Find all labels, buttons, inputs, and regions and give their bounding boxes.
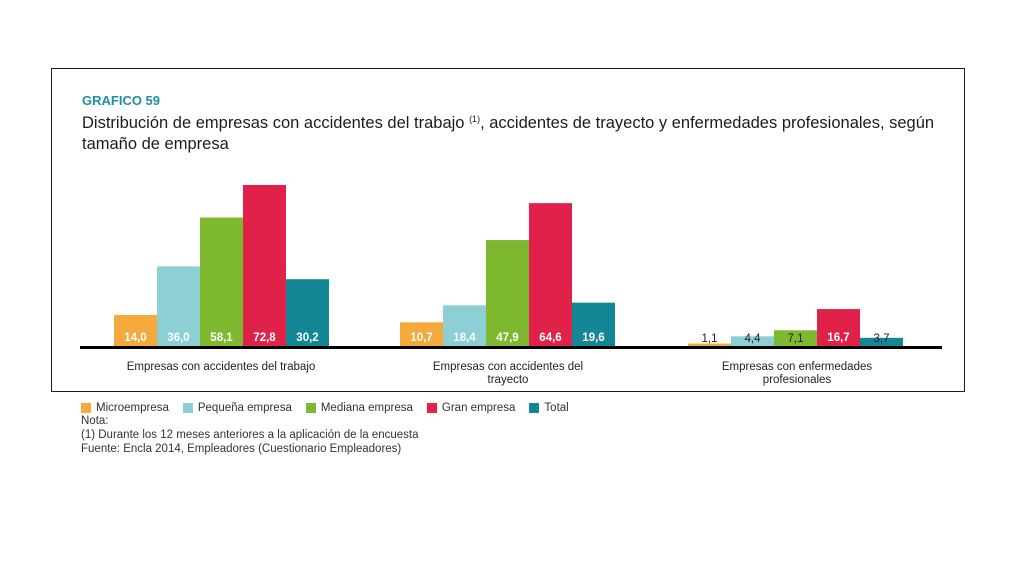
bar: [860, 337, 903, 346]
bar: [486, 240, 529, 346]
footnote-1: (1) Durante los 12 meses anteriores a la…: [81, 429, 419, 441]
data-label: 7,1: [788, 333, 804, 345]
legend-swatch: [529, 403, 540, 413]
data-label: 36,0: [167, 332, 189, 344]
data-label: 3,7: [874, 333, 890, 345]
notes-heading: Nota:: [81, 415, 109, 427]
x-tick-label: Empresas con enfermedades: [722, 361, 872, 373]
chart-notes: Nota: (1) Durante los 12 meses anteriore…: [81, 414, 419, 456]
legend-item: Mediana empresa: [305, 402, 413, 414]
legend-item: Microempresa: [81, 402, 169, 414]
legend-item: Gran empresa: [426, 402, 516, 414]
data-label: 16,7: [827, 332, 849, 344]
bar-chart: 14,0 36,0 58,1 72,8 30,2 Empresas con acciden…: [80, 185, 942, 386]
bar: [774, 330, 817, 346]
data-label: 64,6: [539, 332, 561, 344]
figure-label: GRAFICO 59: [82, 93, 161, 108]
x-tick-label: Empresas con accidentes del trabajo: [127, 361, 316, 373]
bar: [572, 302, 615, 346]
figure-frame: GRAFICO 59 Distribución de empresas con …: [51, 68, 965, 392]
source-note: Fuente: Encla 2014, Empleadores (Cuestio…: [81, 443, 402, 455]
data-label: 18,4: [453, 332, 476, 344]
data-label: 47,9: [496, 332, 518, 344]
bar: [286, 279, 329, 346]
chart-title-text-continued: , accidentes de trayecto y enfermedades …: [82, 114, 935, 153]
chart-legend: Microempresa Pequeña empresa Mediana empre…: [81, 400, 583, 416]
bar: [731, 336, 774, 346]
bar: [443, 305, 486, 346]
data-label: 19,6: [582, 332, 604, 344]
bar: [688, 343, 731, 346]
bar: [817, 309, 860, 346]
legend-label: Microempresa: [96, 402, 169, 414]
chart-title-text: Distribución de empresas con accidentes …: [82, 114, 465, 132]
bar: [200, 217, 243, 346]
legend-swatch: [305, 403, 316, 413]
data-label: 30,2: [296, 332, 318, 344]
bar: [400, 322, 443, 346]
bar: [157, 266, 200, 346]
data-label: 72,8: [253, 332, 276, 344]
data-label: 58,1: [210, 332, 233, 344]
chart-title: Distribución de empresas con accidentes …: [82, 109, 952, 155]
bar: [529, 203, 572, 346]
x-tick-label: trayecto: [488, 374, 529, 386]
data-label: 10,7: [410, 332, 432, 344]
legend-label: Pequeña empresa: [197, 402, 292, 414]
bar: [243, 185, 286, 346]
x-tick-label: Empresas con accidentes del: [433, 361, 583, 373]
data-label: 14,0: [124, 332, 146, 344]
chart-title-footnote-mark: (1): [469, 114, 481, 124]
legend-swatch: [426, 403, 437, 413]
legend-item: Total: [529, 402, 569, 414]
x-tick-label: profesionales: [763, 374, 832, 386]
bar: [114, 315, 157, 346]
legend-label: Mediana empresa: [320, 402, 413, 414]
legend-swatch: [182, 403, 193, 413]
legend-swatch: [81, 403, 91, 413]
data-label: 1,1: [702, 333, 718, 345]
legend-label: Gran empresa: [441, 402, 516, 414]
legend-item: Pequeña empresa: [182, 402, 292, 414]
legend-label: Total: [544, 402, 569, 414]
data-label: 4,4: [745, 333, 762, 345]
